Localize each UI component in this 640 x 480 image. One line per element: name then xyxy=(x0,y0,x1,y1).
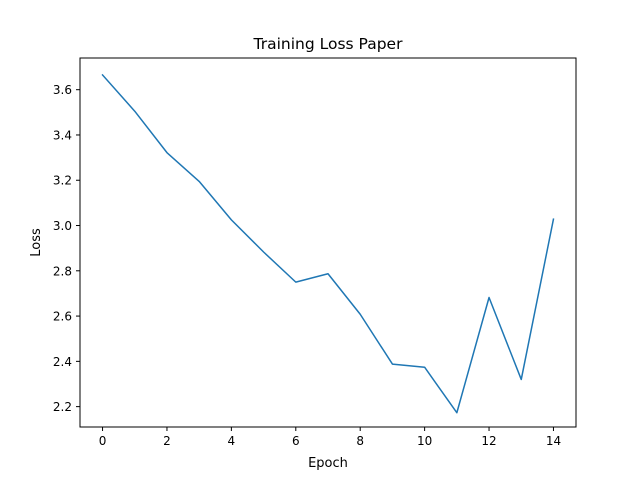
x-tick-label: 8 xyxy=(356,434,364,448)
y-tick-label: 3.4 xyxy=(53,128,72,142)
chart-title: Training Loss Paper xyxy=(253,35,404,53)
x-tick-label: 10 xyxy=(417,434,432,448)
series-line-0 xyxy=(101,73,555,414)
x-tick-label: 4 xyxy=(228,434,236,448)
x-tick-label: 6 xyxy=(292,434,300,448)
series-layer xyxy=(101,73,555,414)
y-tick-label: 3.6 xyxy=(53,83,72,97)
x-axis-label: Epoch xyxy=(308,456,348,471)
x-tick-label: 2 xyxy=(163,434,171,448)
y-tick-label: 3.0 xyxy=(53,219,72,233)
y-tick-label: 2.6 xyxy=(53,310,72,324)
y-tick-label: 2.2 xyxy=(53,400,72,414)
x-tick-label: 14 xyxy=(546,434,561,448)
x-tick-label: 0 xyxy=(99,434,107,448)
y-tick-label: 2.4 xyxy=(53,355,72,369)
y-axis-label: Loss xyxy=(29,228,44,257)
y-tick-label: 2.8 xyxy=(53,264,72,278)
y-tick-label: 3.2 xyxy=(53,174,72,188)
x-tick-label: 12 xyxy=(481,434,496,448)
x-axis-ticks: 0 2 4 6 8 10 12 14 xyxy=(99,427,561,448)
axes-frame xyxy=(79,57,577,428)
y-axis-ticks: 2.2 2.4 2.6 2.8 3.0 3.2 3.4 3.6 xyxy=(53,83,80,414)
